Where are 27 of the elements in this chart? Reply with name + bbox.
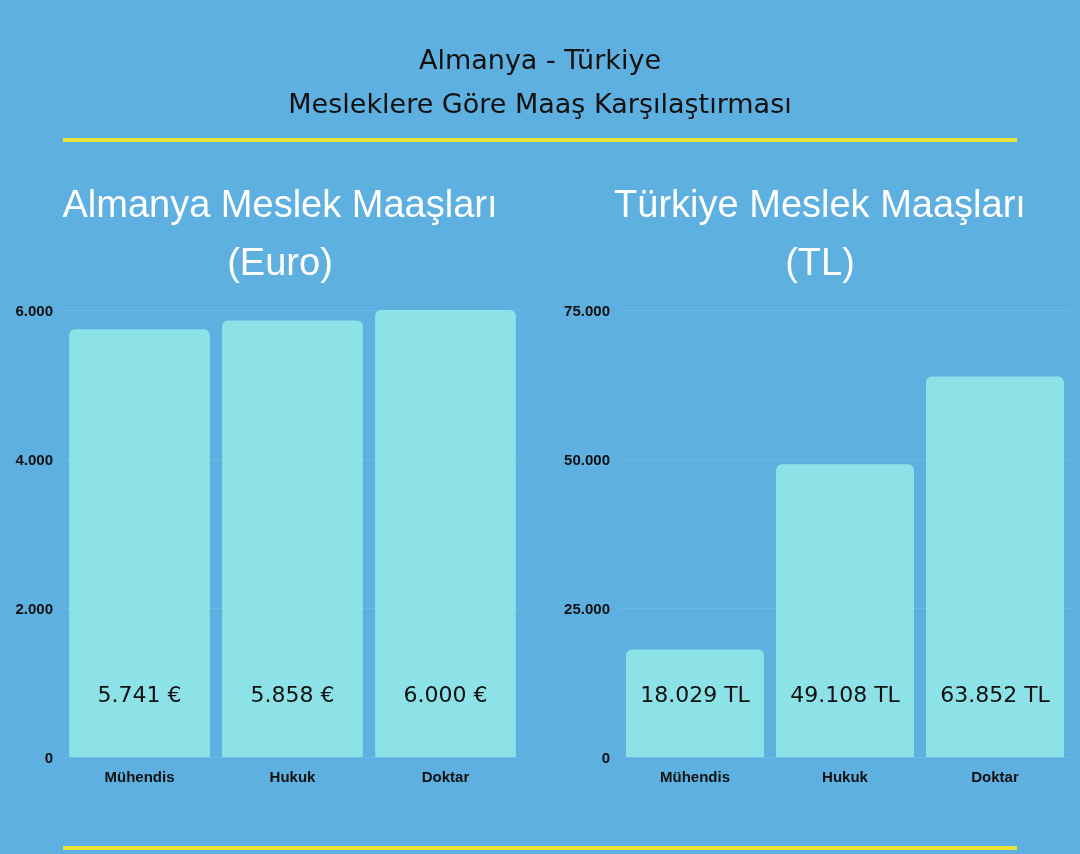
data-label: 18.029 TL (640, 681, 751, 707)
x-tick-label: Mühendis (660, 768, 730, 785)
x-tick-label: Mühendis (104, 768, 175, 785)
y-tick-label: 50.000 (564, 450, 610, 468)
y-tick-label: 25.000 (564, 599, 610, 617)
data-label: 5.858 € (250, 681, 335, 707)
x-tick-label: Hukuk (269, 768, 317, 785)
chart-title: Türkiye Meslek Maaşları (TL) (613, 182, 1027, 285)
x-tick-label: Doktar (971, 768, 1019, 785)
y-tick-label: 6.000 (15, 301, 53, 319)
text: Almanya - Türkiye (417, 43, 663, 77)
y-tick-label: 2.000 (15, 599, 53, 617)
x-tick-label: Doktar (421, 768, 470, 785)
bar (926, 376, 1064, 757)
data-label: 63.852 TL (940, 681, 1051, 707)
bar (776, 464, 914, 757)
chart-title: Almanya Meslek Maaşları (Euro) (61, 182, 499, 285)
text: Mesleklere Göre Maaş Karşılaştırması (287, 87, 793, 121)
y-tick-label: 0 (44, 748, 53, 766)
bar (626, 649, 764, 757)
data-label: 6.000 € (403, 681, 488, 707)
y-tick-label: 75.000 (564, 301, 610, 319)
y-tick-label: 0 (601, 748, 610, 766)
y-tick-label: 4.000 (15, 450, 53, 468)
data-label: 5.741 € (97, 681, 182, 707)
x-tick-label: Hukuk (822, 768, 869, 785)
data-label: 49.108 TL (790, 681, 901, 707)
